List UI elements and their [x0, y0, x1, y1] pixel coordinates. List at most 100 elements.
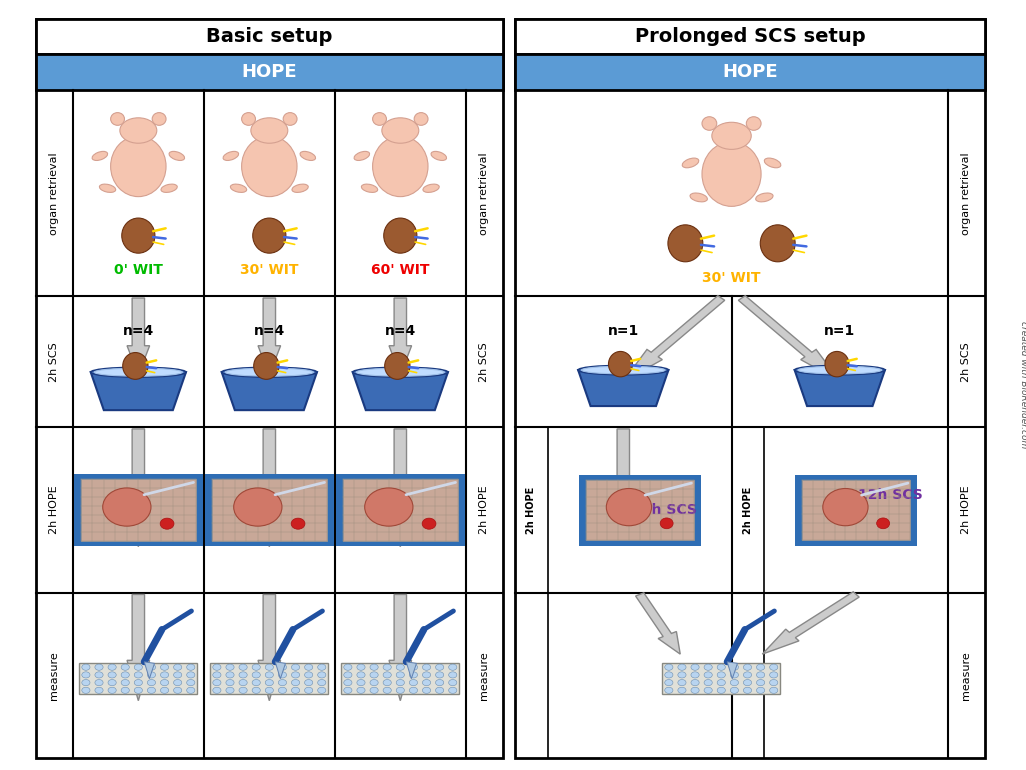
Ellipse shape — [222, 367, 317, 377]
Circle shape — [95, 679, 104, 685]
Circle shape — [756, 664, 764, 670]
Text: HOPE: HOPE — [241, 63, 298, 81]
FancyArrow shape — [624, 296, 724, 381]
Circle shape — [239, 679, 247, 685]
FancyArrow shape — [259, 594, 281, 701]
Circle shape — [344, 664, 352, 670]
Ellipse shape — [825, 351, 849, 377]
Circle shape — [704, 687, 712, 693]
Circle shape — [344, 687, 352, 693]
Circle shape — [173, 679, 182, 685]
Circle shape — [396, 664, 404, 670]
Text: 2h HOPE: 2h HOPE — [961, 486, 972, 534]
Circle shape — [744, 671, 752, 678]
Circle shape — [731, 679, 739, 685]
Text: 30' WIT: 30' WIT — [240, 263, 299, 277]
Circle shape — [265, 671, 273, 678]
Circle shape — [95, 671, 104, 678]
Text: Prolonged SCS setup: Prolonged SCS setup — [635, 27, 865, 46]
Circle shape — [678, 687, 686, 693]
Circle shape — [134, 679, 143, 685]
Polygon shape — [90, 372, 186, 410]
Text: 6h SCS: 6h SCS — [642, 503, 697, 517]
Circle shape — [370, 664, 379, 670]
Circle shape — [121, 687, 129, 693]
Polygon shape — [578, 370, 669, 406]
Circle shape — [770, 664, 778, 670]
FancyBboxPatch shape — [663, 663, 780, 695]
Ellipse shape — [415, 112, 428, 126]
Circle shape — [690, 664, 699, 670]
FancyArrow shape — [389, 298, 411, 375]
Circle shape — [173, 664, 182, 670]
Circle shape — [409, 679, 418, 685]
Circle shape — [704, 664, 712, 670]
Ellipse shape — [152, 112, 166, 126]
Circle shape — [357, 664, 365, 670]
FancyBboxPatch shape — [336, 474, 465, 547]
Ellipse shape — [702, 117, 717, 130]
FancyBboxPatch shape — [515, 19, 985, 54]
Circle shape — [265, 687, 273, 693]
FancyBboxPatch shape — [74, 474, 203, 547]
FancyBboxPatch shape — [212, 479, 326, 541]
Circle shape — [665, 664, 673, 670]
Ellipse shape — [356, 368, 444, 377]
Circle shape — [108, 671, 116, 678]
Circle shape — [134, 664, 143, 670]
Circle shape — [318, 687, 326, 693]
Text: Basic setup: Basic setup — [206, 27, 332, 46]
Text: n=4: n=4 — [385, 324, 416, 338]
Circle shape — [108, 679, 116, 685]
Ellipse shape — [353, 367, 448, 377]
Ellipse shape — [123, 353, 148, 380]
Ellipse shape — [292, 184, 308, 192]
Circle shape — [770, 679, 778, 685]
Ellipse shape — [372, 112, 387, 126]
Text: n=1: n=1 — [824, 324, 856, 338]
FancyBboxPatch shape — [79, 663, 197, 695]
FancyBboxPatch shape — [36, 19, 503, 54]
Circle shape — [160, 671, 168, 678]
Ellipse shape — [300, 152, 316, 160]
Ellipse shape — [226, 368, 313, 377]
Ellipse shape — [582, 367, 665, 374]
Circle shape — [690, 687, 699, 693]
Circle shape — [305, 671, 313, 678]
FancyArrow shape — [611, 429, 634, 543]
FancyArrow shape — [127, 594, 150, 701]
Circle shape — [187, 679, 195, 685]
Circle shape — [252, 671, 261, 678]
Text: organ retrieval: organ retrieval — [49, 152, 60, 235]
Circle shape — [409, 687, 418, 693]
Text: organ retrieval: organ retrieval — [961, 152, 972, 235]
Circle shape — [212, 664, 221, 670]
Circle shape — [357, 687, 365, 693]
FancyBboxPatch shape — [205, 474, 334, 547]
Ellipse shape — [250, 118, 287, 143]
Ellipse shape — [354, 152, 369, 160]
Ellipse shape — [122, 218, 155, 253]
Circle shape — [212, 671, 221, 678]
Circle shape — [226, 671, 234, 678]
Ellipse shape — [384, 218, 417, 253]
FancyArrow shape — [829, 502, 852, 543]
Circle shape — [383, 679, 391, 685]
Circle shape — [436, 687, 444, 693]
Text: n=4: n=4 — [253, 324, 285, 338]
Circle shape — [252, 679, 261, 685]
Circle shape — [756, 679, 764, 685]
Circle shape — [344, 679, 352, 685]
Circle shape — [383, 671, 391, 678]
FancyBboxPatch shape — [802, 480, 910, 541]
Circle shape — [370, 679, 379, 685]
Circle shape — [448, 679, 457, 685]
Ellipse shape — [361, 184, 378, 192]
Circle shape — [318, 671, 326, 678]
Ellipse shape — [242, 112, 255, 126]
Circle shape — [423, 687, 431, 693]
Ellipse shape — [690, 193, 707, 202]
Circle shape — [665, 679, 673, 685]
Circle shape — [678, 671, 686, 678]
Circle shape — [212, 687, 221, 693]
